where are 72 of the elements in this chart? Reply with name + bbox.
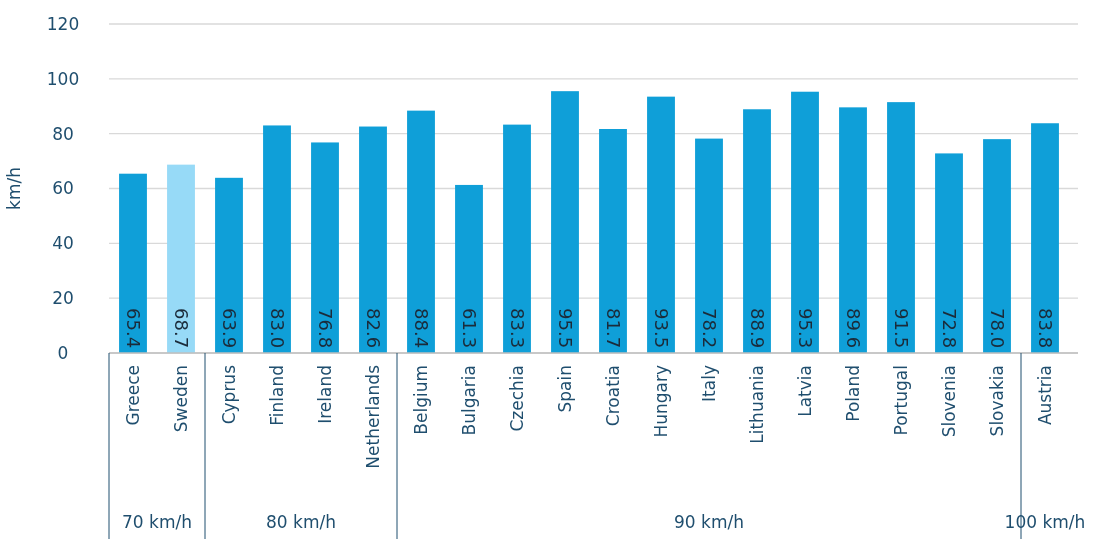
- x-tick-label: Greece: [122, 365, 143, 426]
- y-tick-label: 0: [57, 342, 69, 363]
- x-tick-label: Ireland: [314, 365, 335, 424]
- x-tick-label: Finland: [266, 365, 287, 426]
- y-tick-label: 20: [52, 288, 74, 309]
- data-label: 76.8: [314, 308, 336, 349]
- x-tick-label: Czechia: [506, 365, 527, 432]
- y-tick-label: 80: [52, 123, 74, 144]
- bar: [599, 129, 627, 353]
- bar: [167, 164, 195, 353]
- data-label: 78.2: [698, 308, 720, 349]
- bar: [1031, 123, 1059, 353]
- data-label: 65.4: [122, 308, 144, 349]
- data-label: 61.3: [458, 308, 480, 349]
- data-label: 88.9: [746, 308, 768, 349]
- data-label: 83.8: [1034, 308, 1056, 349]
- data-label: 95.3: [794, 308, 816, 349]
- bar: [839, 107, 867, 353]
- x-tick-label: Belgium: [410, 365, 431, 435]
- data-label: 88.4: [410, 308, 432, 349]
- text: 100 km/h: [1004, 512, 1086, 532]
- x-tick-label: Croatia: [602, 365, 623, 427]
- data-label: 89.6: [842, 308, 864, 349]
- data-label: 81.7: [602, 308, 624, 349]
- bar: [215, 177, 243, 353]
- x-tick-label: Bulgaria: [458, 365, 479, 436]
- bar: [311, 142, 339, 353]
- y-tick-label: 120: [46, 13, 80, 34]
- x-tick-label: Latvia: [794, 365, 815, 417]
- x-tick-label: Austria: [1034, 365, 1055, 426]
- bar: [935, 153, 963, 353]
- y-tick-label: 60: [52, 178, 74, 199]
- data-label: 72.8: [938, 308, 960, 349]
- x-tick-label: Spain: [554, 365, 575, 413]
- bar: [119, 173, 147, 353]
- x-tick-label: Cyprus: [218, 364, 239, 425]
- text: 70 km/h: [122, 512, 192, 532]
- data-label: 95.5: [554, 308, 576, 349]
- data-label: 78.0: [986, 308, 1008, 349]
- bar: [503, 124, 531, 353]
- y-tick-label: 40: [52, 233, 74, 254]
- text: 90 km/h: [674, 512, 744, 532]
- bar: [455, 184, 483, 353]
- data-label: 82.6: [362, 308, 384, 349]
- x-tick-label: Netherlands: [362, 364, 383, 469]
- y-tick-label: 100: [46, 68, 80, 89]
- x-tick-label: Lithuania: [746, 365, 767, 444]
- data-label: 91.5: [890, 308, 912, 349]
- data-label: 93.5: [650, 308, 672, 349]
- bar: [983, 139, 1011, 353]
- bar: [791, 91, 819, 353]
- data-label: 83.3: [506, 308, 528, 349]
- x-tick-label: Hungary: [650, 365, 671, 438]
- x-tick-label: Poland: [842, 365, 863, 422]
- data-label: 68.7: [170, 308, 192, 349]
- x-tick-label: Italy: [698, 365, 719, 402]
- bar: [263, 125, 291, 353]
- x-tick-label: Portugal: [890, 365, 911, 436]
- x-tick-label: Slovenia: [938, 365, 959, 438]
- data-label: 83.0: [266, 308, 288, 349]
- data-label: 63.9: [218, 308, 240, 349]
- text: 80 km/h: [266, 512, 336, 532]
- bar: [551, 91, 579, 353]
- x-tick-label: Slovakia: [986, 365, 1007, 437]
- x-tick-label: Sweden: [170, 365, 191, 433]
- y-axis-title: km/h: [4, 167, 24, 210]
- bar: [647, 96, 675, 353]
- bar: [359, 126, 387, 353]
- bar: [743, 109, 771, 353]
- bar: [695, 138, 723, 353]
- bar: [407, 110, 435, 353]
- bar: [887, 102, 915, 353]
